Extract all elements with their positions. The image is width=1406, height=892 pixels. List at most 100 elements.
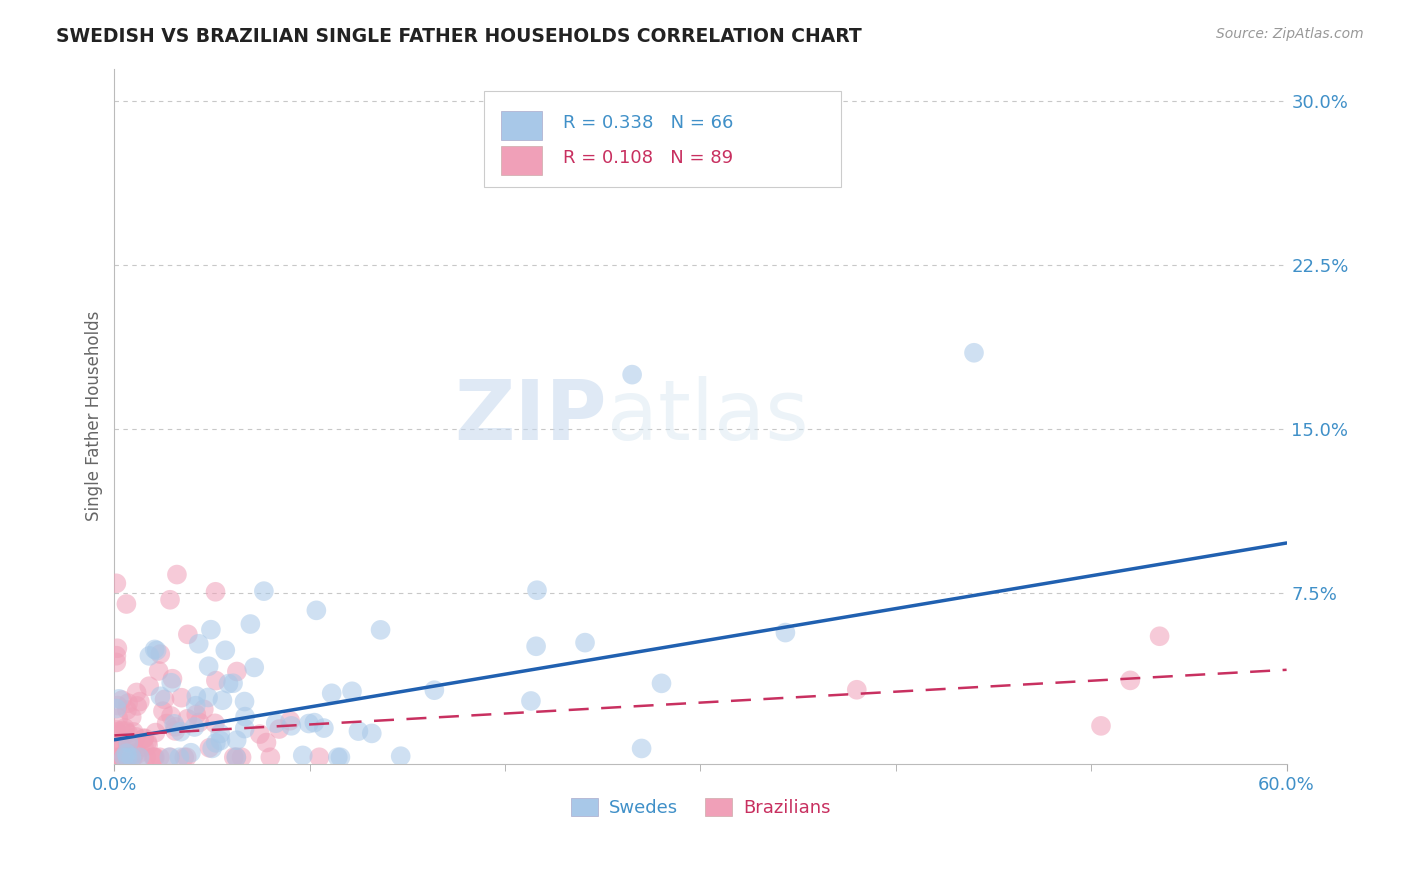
- FancyBboxPatch shape: [501, 145, 543, 175]
- Point: [125, 730, 148, 744]
- Point: [775, 625, 797, 640]
- Point: [117, 696, 139, 710]
- Point: [520, 694, 543, 708]
- Text: atlas: atlas: [607, 376, 808, 457]
- Point: [115, 703, 138, 717]
- Point: [134, 731, 156, 745]
- Point: [291, 748, 314, 763]
- Point: [162, 672, 184, 686]
- Point: [222, 676, 245, 690]
- Point: [135, 750, 157, 764]
- Point: [1119, 673, 1142, 688]
- Point: [107, 750, 129, 764]
- Point: [117, 726, 139, 740]
- Point: [650, 676, 672, 690]
- Point: [225, 665, 247, 679]
- Point: [117, 737, 139, 751]
- Point: [132, 739, 155, 754]
- Point: [118, 747, 141, 761]
- Point: [963, 345, 986, 359]
- Point: [177, 627, 200, 641]
- Point: [132, 731, 155, 746]
- Point: [173, 750, 195, 764]
- Point: [117, 750, 139, 764]
- Point: [233, 694, 256, 708]
- Point: [166, 567, 188, 582]
- Point: [127, 698, 149, 713]
- Point: [249, 727, 271, 741]
- Point: [180, 746, 202, 760]
- Point: [278, 714, 301, 728]
- Point: [188, 715, 211, 730]
- Point: [163, 716, 186, 731]
- Point: [111, 750, 134, 764]
- Point: [524, 640, 547, 654]
- Point: [197, 659, 219, 673]
- Point: [233, 709, 256, 723]
- Point: [125, 685, 148, 699]
- Point: [117, 750, 139, 764]
- Point: [157, 750, 180, 764]
- Point: [225, 750, 247, 764]
- Point: [115, 597, 138, 611]
- Point: [186, 689, 208, 703]
- Point: [107, 711, 129, 725]
- Y-axis label: Single Father Households: Single Father Households: [86, 311, 103, 521]
- Point: [201, 741, 224, 756]
- Point: [105, 724, 128, 739]
- Point: [183, 720, 205, 734]
- Point: [117, 750, 139, 764]
- Point: [204, 716, 226, 731]
- Point: [115, 746, 138, 760]
- Point: [149, 750, 172, 764]
- Point: [259, 750, 281, 764]
- Point: [209, 726, 232, 740]
- Point: [209, 733, 232, 747]
- Point: [149, 647, 172, 661]
- Point: [308, 750, 330, 764]
- Point: [160, 675, 183, 690]
- Point: [204, 584, 226, 599]
- Point: [264, 716, 287, 731]
- Point: [105, 641, 128, 656]
- Text: SWEDISH VS BRAZILIAN SINGLE FATHER HOUSEHOLDS CORRELATION CHART: SWEDISH VS BRAZILIAN SINGLE FATHER HOUSE…: [56, 27, 862, 45]
- Point: [176, 712, 198, 726]
- Point: [160, 709, 183, 723]
- Point: [304, 715, 326, 730]
- Point: [136, 738, 159, 752]
- Point: [312, 721, 335, 735]
- Text: R = 0.338   N = 66: R = 0.338 N = 66: [564, 114, 734, 132]
- Point: [117, 750, 139, 764]
- Point: [108, 691, 131, 706]
- Point: [423, 683, 446, 698]
- Point: [239, 617, 262, 632]
- Point: [143, 642, 166, 657]
- Point: [112, 750, 135, 764]
- FancyBboxPatch shape: [484, 92, 841, 186]
- Point: [256, 735, 278, 749]
- Point: [321, 686, 343, 700]
- Text: R = 0.108   N = 89: R = 0.108 N = 89: [564, 149, 734, 167]
- Point: [170, 724, 193, 739]
- Point: [526, 583, 548, 598]
- Point: [152, 704, 174, 718]
- Point: [124, 745, 146, 759]
- Point: [105, 576, 128, 591]
- Point: [169, 750, 191, 764]
- Point: [211, 693, 233, 707]
- Point: [370, 623, 392, 637]
- Point: [205, 673, 228, 688]
- Point: [845, 682, 868, 697]
- Point: [120, 750, 142, 764]
- Point: [340, 684, 363, 698]
- Point: [621, 368, 644, 382]
- Point: [1090, 719, 1112, 733]
- Point: [114, 724, 136, 739]
- Point: [225, 750, 247, 764]
- Point: [120, 750, 142, 764]
- Point: [153, 692, 176, 706]
- Point: [127, 747, 149, 761]
- Point: [128, 695, 150, 709]
- Point: [222, 750, 245, 764]
- Point: [110, 739, 132, 754]
